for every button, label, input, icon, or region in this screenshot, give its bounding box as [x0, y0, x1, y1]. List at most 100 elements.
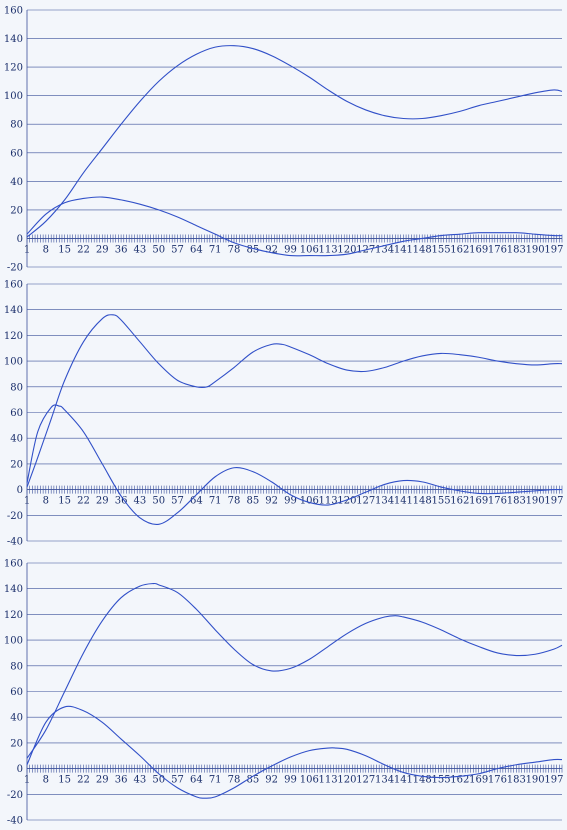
- y-tick-label: 160: [4, 6, 23, 17]
- y-tick-label: 40: [10, 434, 23, 445]
- x-tick-label: 141: [394, 244, 413, 255]
- x-tick-label: 8: [43, 775, 49, 786]
- x-tick-label: 43: [134, 244, 147, 255]
- y-tick-label: -20: [7, 790, 23, 801]
- x-tick-label: 50: [152, 244, 165, 255]
- x-tick-label: 85: [246, 496, 259, 507]
- x-tick-label: 36: [115, 496, 128, 507]
- x-tick-label: 57: [171, 775, 184, 786]
- y-tick-label: 80: [10, 382, 23, 393]
- y-tick-label: 20: [10, 459, 23, 470]
- x-tick-label: 155: [431, 775, 450, 786]
- x-tick-label: 106: [300, 244, 319, 255]
- x-tick-label: 190: [526, 496, 545, 507]
- x-tick-label: 162: [450, 775, 469, 786]
- x-tick-label: 22: [77, 244, 90, 255]
- y-tick-label: 40: [10, 177, 23, 188]
- x-tick-label: 8: [43, 496, 49, 507]
- series-line-1: [26, 582, 563, 759]
- x-tick-label: 106: [300, 775, 319, 786]
- x-tick-label: 183: [507, 496, 526, 507]
- x-tick-label: 8: [43, 244, 49, 255]
- x-tick-label: 106: [300, 496, 319, 507]
- y-tick-label: 60: [10, 148, 23, 159]
- x-tick-label: 141: [394, 775, 413, 786]
- y-tick-label: 120: [4, 610, 23, 621]
- y-tick-label: 160: [4, 559, 23, 570]
- y-tick-label: 120: [4, 331, 23, 342]
- x-tick-label: 36: [115, 244, 128, 255]
- x-tick-label: 169: [469, 244, 488, 255]
- x-tick-label: 169: [469, 775, 488, 786]
- chart-panel-middle: -40 -20 0 20 40 60 80 100 120 140 160 1 8 15 22 29 36 43 5…: [4, 280, 564, 548]
- x-tick-label: 29: [96, 244, 109, 255]
- series-line-2: [26, 196, 563, 257]
- x-tick-label: 113: [319, 244, 338, 255]
- x-tick-label: 92: [265, 244, 278, 255]
- series-line-2: [26, 404, 563, 526]
- y-tick-label: 0: [17, 485, 23, 496]
- x-tick-label: 78: [228, 775, 241, 786]
- x-tick-label: 1: [24, 775, 30, 786]
- x-tick-label: 15: [58, 775, 71, 786]
- y-tick-label: 140: [4, 34, 23, 45]
- x-tick-label: 190: [526, 244, 545, 255]
- x-tick-label: 183: [507, 775, 526, 786]
- x-tick-label: 36: [115, 775, 128, 786]
- x-tick-label: 15: [58, 496, 71, 507]
- x-tick-label: 120: [337, 244, 356, 255]
- x-tick-label: 71: [209, 244, 222, 255]
- x-tick-label: 85: [246, 775, 259, 786]
- series-line-1: [26, 45, 563, 238]
- x-tick-label: 64: [190, 775, 203, 786]
- x-tick-label: 176: [488, 775, 507, 786]
- series-line-2: [26, 705, 563, 799]
- x-tick-label: 99: [284, 496, 297, 507]
- x-tick-label: 1: [24, 496, 30, 507]
- x-tick-label: 148: [413, 244, 432, 255]
- x-tick-label: 176: [488, 244, 507, 255]
- x-tick-label: 127: [356, 496, 375, 507]
- x-tick-label: 169: [469, 496, 488, 507]
- x-tick-label: 99: [284, 775, 297, 786]
- y-tick-label: 140: [4, 305, 23, 316]
- x-tick-label: 92: [265, 496, 278, 507]
- chart-panel-bottom: -40 -20 0 20 40 60 80 100 120 140 160 1 8 15 22 29 36 43 5…: [4, 559, 564, 827]
- x-tick-label: 99: [284, 244, 297, 255]
- y-tick-label: 100: [4, 91, 23, 102]
- x-tick-label: 22: [77, 775, 90, 786]
- x-tick-label: 113: [319, 496, 338, 507]
- x-tick-label: 64: [190, 496, 203, 507]
- x-tick-label: 78: [228, 244, 241, 255]
- x-tick-label: 197: [544, 775, 563, 786]
- x-tick-label: 148: [413, 775, 432, 786]
- x-tick-label: 57: [171, 496, 184, 507]
- y-tick-label: 40: [10, 713, 23, 724]
- x-tick-label: 43: [134, 775, 147, 786]
- x-tick-label: 64: [190, 244, 203, 255]
- x-tick-label: 29: [96, 496, 109, 507]
- x-tick-label: 141: [394, 496, 413, 507]
- x-tick-label: 1: [24, 244, 30, 255]
- y-tick-label: -40: [7, 537, 23, 548]
- x-tick-label: 113: [319, 775, 338, 786]
- y-tick-label: -20: [7, 263, 23, 274]
- y-tick-label: -40: [7, 816, 23, 827]
- x-tick-label: 85: [246, 244, 259, 255]
- y-tick-label: 140: [4, 584, 23, 595]
- x-tick-label: 78: [228, 496, 241, 507]
- x-tick-label: 134: [375, 244, 394, 255]
- y-tick-label: 100: [4, 636, 23, 647]
- y-tick-label: 120: [4, 63, 23, 74]
- x-tick-label: 57: [171, 244, 184, 255]
- x-tick-label: 155: [431, 244, 450, 255]
- x-tick-label: 183: [507, 244, 526, 255]
- x-tick-label: 50: [152, 496, 165, 507]
- x-tick-label: 197: [544, 496, 563, 507]
- series-line-1: [26, 314, 563, 488]
- x-tick-label: 134: [375, 775, 394, 786]
- x-tick-label: 22: [77, 496, 90, 507]
- x-tick-label: 162: [450, 496, 469, 507]
- y-tick-label: 20: [10, 738, 23, 749]
